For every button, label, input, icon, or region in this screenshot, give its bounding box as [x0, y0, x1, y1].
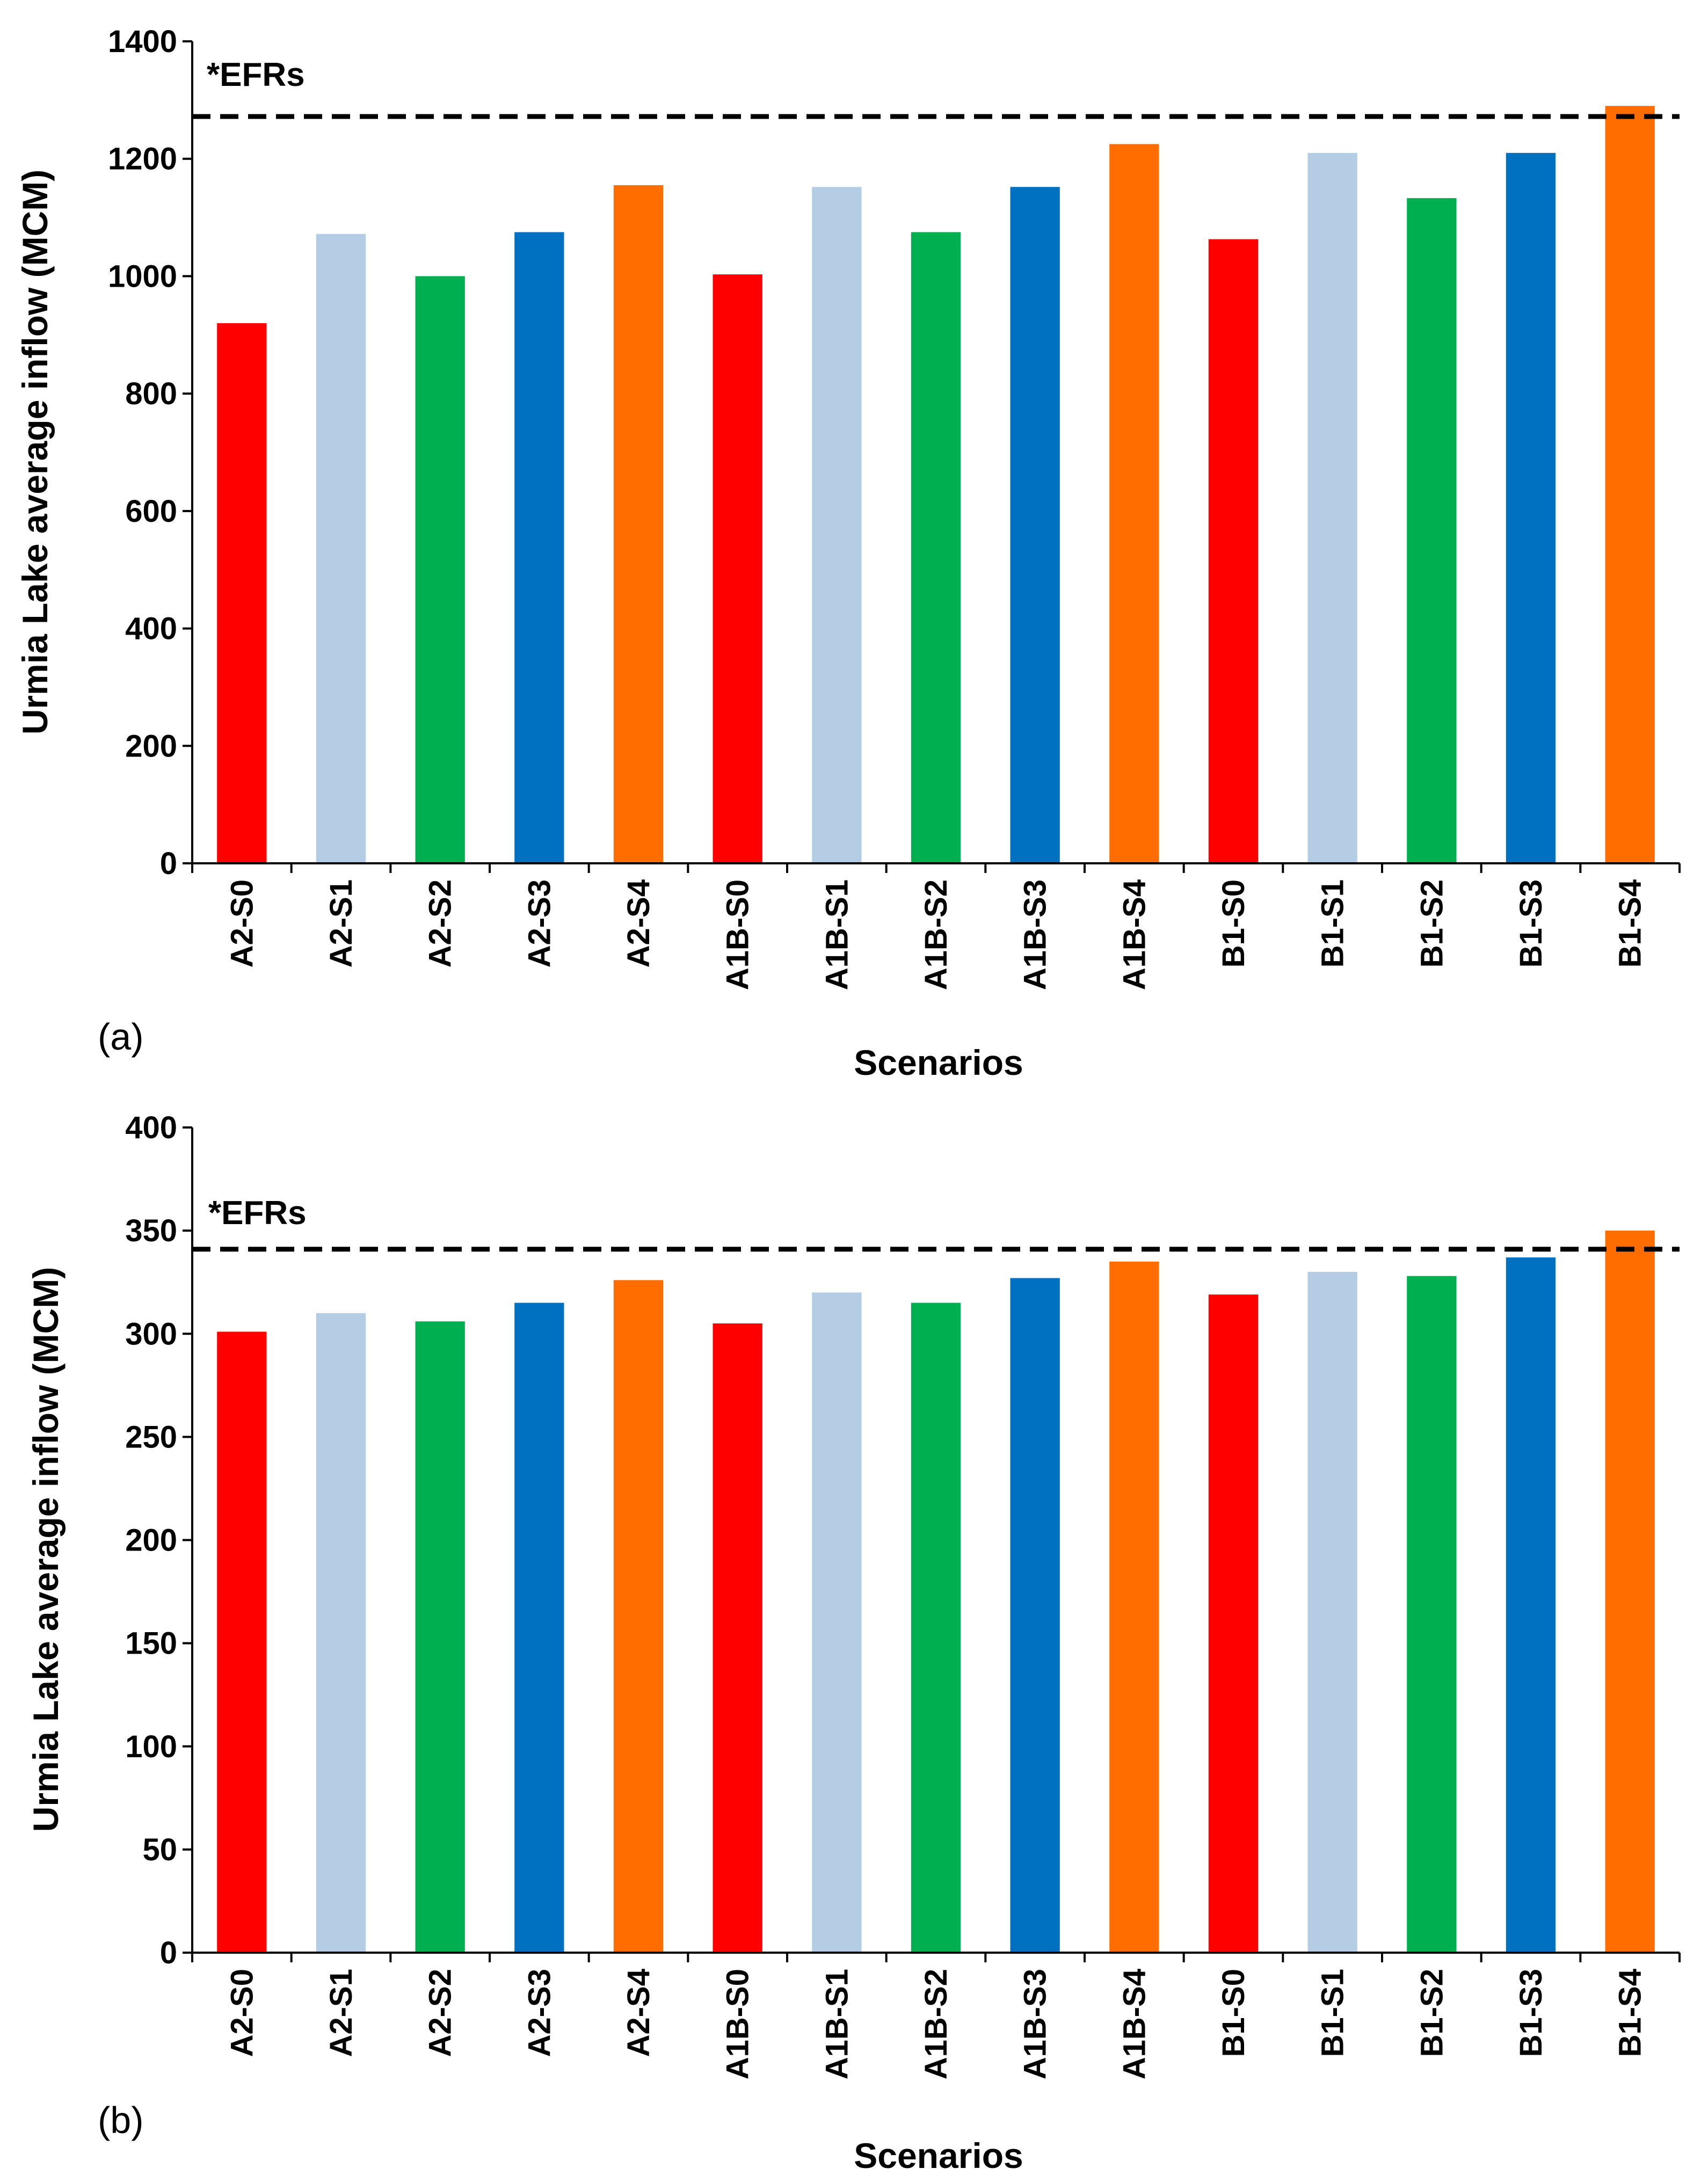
bar-B1-S1: [1307, 1272, 1357, 1953]
y-tick-label: 150: [125, 1626, 177, 1661]
x-tick-label: B1-S0: [1216, 879, 1251, 967]
x-tick-label: A2-S0: [224, 879, 259, 967]
bar-A1B-S0: [713, 274, 762, 864]
bar-B1-S3: [1506, 152, 1556, 863]
bar-A2-S1: [316, 1313, 366, 1953]
y-tick-label: 350: [125, 1213, 177, 1248]
x-tick-label: A2-S3: [522, 1969, 557, 2057]
x-tick-label: A1B-S3: [1018, 1969, 1053, 2079]
bar-A2-S4: [613, 185, 664, 863]
y-tick-label: 200: [125, 1523, 177, 1558]
y-tick-label: 1200: [108, 142, 177, 177]
chart-a-svg: Urmia Lake average inflow (MCM) Scenario…: [15, 24, 1681, 1082]
y-tick-label: 800: [125, 376, 177, 411]
x-tick-label: A2-S2: [423, 879, 458, 967]
x-tick-label: A1B-S2: [919, 1969, 954, 2079]
bar-A1B-S3: [1010, 187, 1060, 864]
bar-A1B-S1: [812, 187, 862, 864]
x-tick-label: B1-S1: [1315, 1969, 1350, 2057]
y-tick-label: 300: [125, 1316, 177, 1351]
x-tick-label: A1B-S1: [819, 879, 854, 990]
y-tick-label: 100: [125, 1729, 177, 1764]
bar-A2-S3: [514, 1302, 564, 1953]
panel-label-b: (b): [98, 2099, 144, 2141]
x-tick-label: B1-S0: [1216, 1969, 1251, 2057]
x-tick-label: B1-S1: [1315, 879, 1350, 967]
x-tick-label: A2-S4: [621, 1969, 656, 2057]
y-tick-label: 600: [125, 494, 177, 529]
x-tick-label: A1B-S4: [1117, 879, 1152, 990]
x-tick-label: B1-S2: [1414, 879, 1449, 967]
y-tick-label: 50: [142, 1832, 177, 1867]
bar-A2-S0: [217, 323, 267, 863]
y-axis-title: Urmia Lake average inflow (MCM): [26, 1267, 66, 1832]
bar-B1-S4: [1605, 1231, 1655, 1953]
y-axis-title: Urmia Lake average inflow (MCM): [15, 170, 55, 735]
efr-label-a: *EFRs: [207, 56, 305, 93]
y-tick-label: 250: [125, 1420, 177, 1454]
x-axis-title: Scenarios: [854, 2136, 1023, 2175]
panel-label-a: (a): [98, 1016, 144, 1058]
bar-A1B-S3: [1010, 1278, 1060, 1953]
x-tick-label: A2-S1: [324, 1969, 359, 2057]
bar-A2-S2: [415, 1321, 465, 1953]
bar-A1B-S1: [812, 1292, 862, 1953]
x-tick-label: A1B-S3: [1018, 879, 1053, 990]
x-tick-label: A2-S2: [423, 1969, 458, 2057]
bar-B1-S3: [1506, 1257, 1556, 1953]
bar-B1-S2: [1407, 198, 1457, 863]
bar-A2-S2: [415, 276, 465, 863]
bar-A1B-S2: [911, 1302, 961, 1953]
chart-panel-a: Urmia Lake average inflow (MCM) Scenario…: [15, 24, 1681, 1082]
y-tick-label: 400: [125, 1110, 177, 1145]
x-tick-label: A1B-S0: [721, 879, 755, 990]
bar-B1-S1: [1307, 152, 1357, 863]
bar-A2-S1: [316, 234, 366, 864]
x-axis-title: Scenarios: [854, 1043, 1023, 1082]
x-tick-label: B1-S4: [1613, 879, 1648, 967]
x-tick-label: B1-S4: [1613, 1969, 1648, 2057]
bar-B1-S4: [1605, 106, 1655, 863]
bar-A1B-S2: [911, 232, 961, 863]
bar-B1-S0: [1208, 239, 1259, 863]
y-tick-label: 0: [160, 1935, 177, 1970]
x-tick-label: A2-S4: [621, 879, 656, 967]
x-tick-label: A1B-S2: [919, 879, 954, 990]
x-tick-label: A2-S0: [224, 1969, 259, 2057]
y-tick-label: 0: [160, 846, 177, 881]
y-tick-label: 400: [125, 612, 177, 646]
bar-A1B-S0: [713, 1323, 762, 1953]
y-tick-label: 1400: [108, 24, 177, 59]
bar-B1-S2: [1407, 1276, 1457, 1953]
x-tick-label: A1B-S4: [1117, 1969, 1152, 2079]
bar-A2-S0: [217, 1331, 267, 1953]
bar-A1B-S4: [1109, 144, 1159, 863]
x-tick-label: B1-S3: [1514, 1969, 1549, 2057]
bar-B1-S0: [1208, 1294, 1259, 1953]
chart-b-svg: Urmia Lake average inflow (MCM) Scenario…: [26, 1110, 1681, 2175]
x-tick-label: B1-S3: [1514, 879, 1549, 967]
bar-A1B-S4: [1109, 1261, 1159, 1953]
efr-label-b: *EFRs: [208, 1195, 307, 1232]
x-tick-label: A2-S3: [522, 879, 557, 967]
x-tick-label: A1B-S0: [721, 1969, 755, 2079]
y-tick-label: 1000: [108, 259, 177, 294]
y-tick-label: 200: [125, 729, 177, 763]
bar-A2-S4: [613, 1280, 664, 1953]
bar-A2-S3: [514, 232, 564, 863]
x-tick-label: A2-S1: [324, 879, 359, 967]
x-tick-label: B1-S2: [1414, 1969, 1449, 2057]
x-tick-label: A1B-S1: [819, 1969, 854, 2079]
chart-panel-b: Urmia Lake average inflow (MCM) Scenario…: [0, 1090, 1708, 2176]
